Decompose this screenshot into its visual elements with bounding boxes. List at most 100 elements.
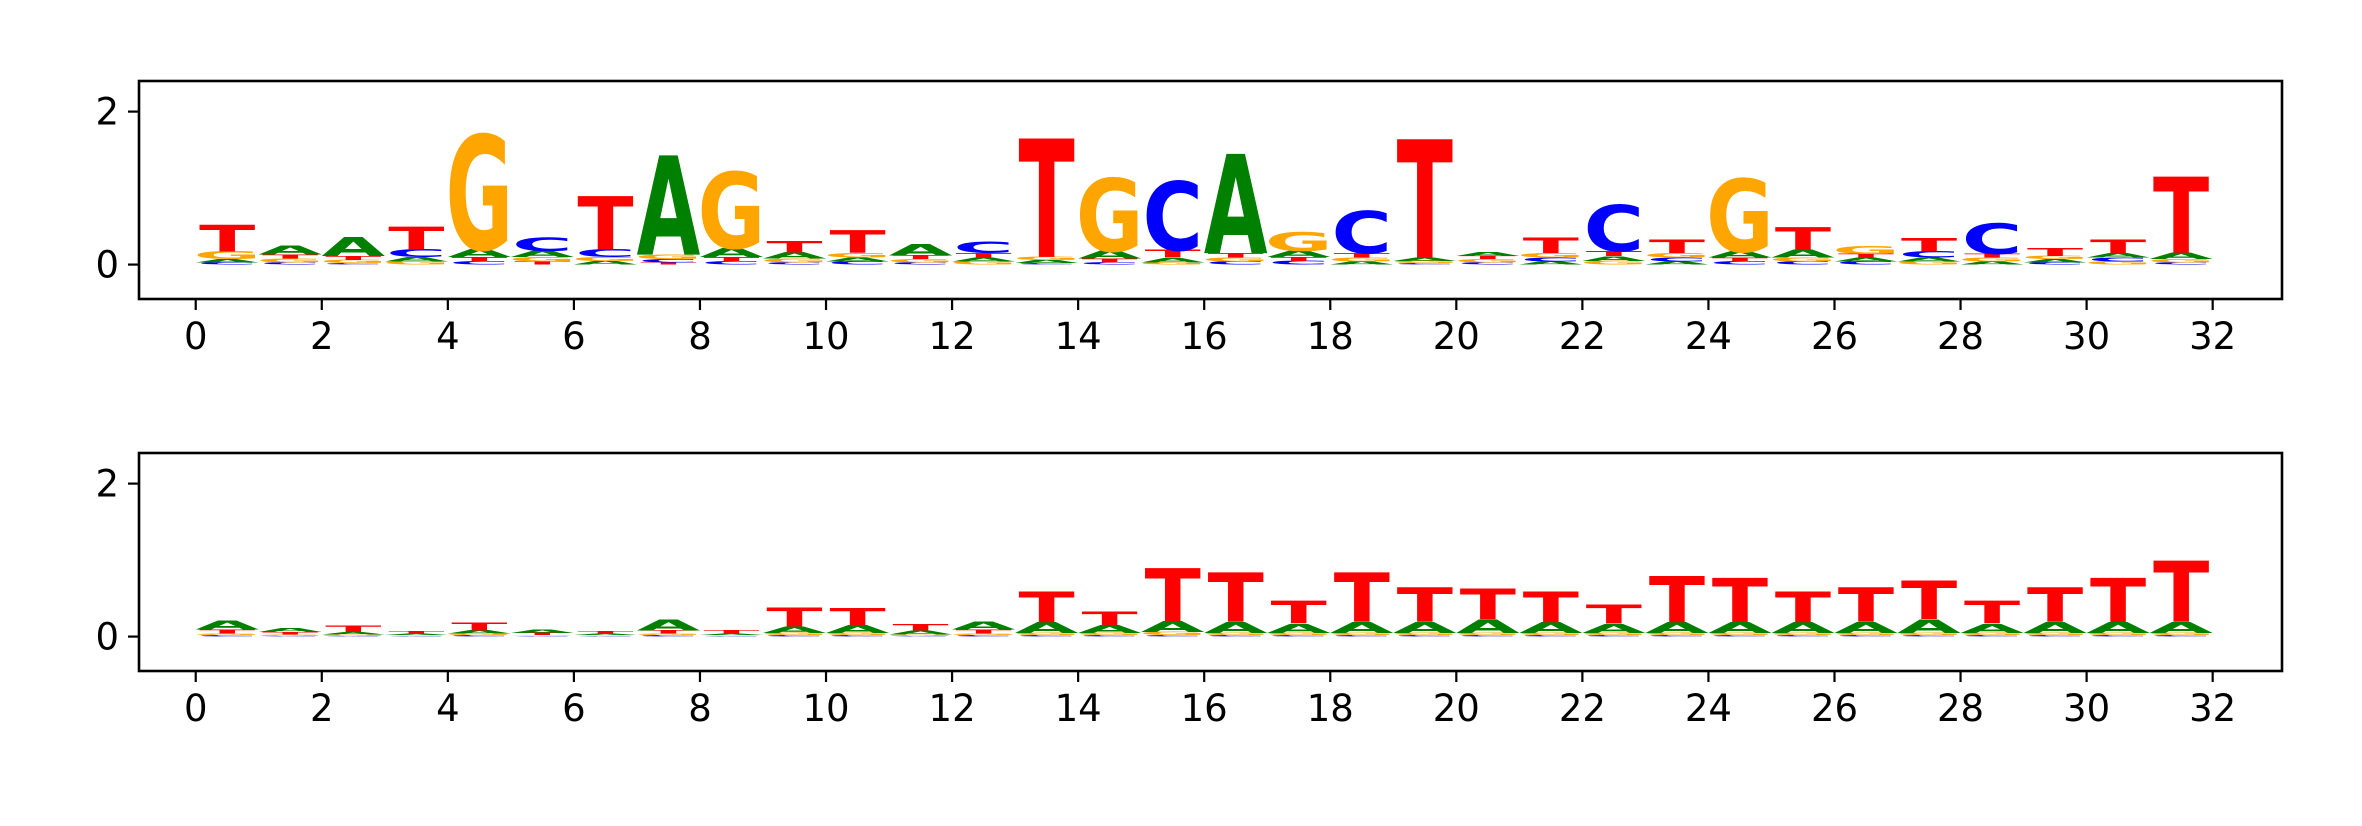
x-tick-label: 28 xyxy=(1937,315,1984,358)
x-tick-label: 18 xyxy=(1307,687,1354,730)
logo-letter-G-pos-19: G xyxy=(1391,632,1459,636)
logo-letter-A-pos-6: A xyxy=(574,633,638,635)
logo-letter-C-pos-11: C xyxy=(890,262,950,266)
x-tick-label: 32 xyxy=(2189,315,2236,358)
logo-letter-G-pos-12: G xyxy=(950,261,1018,266)
logo-letter-G-pos-10: G xyxy=(824,632,892,636)
logo-letter-A-pos-5: A xyxy=(511,629,575,634)
logo-letter-G-pos-17: G xyxy=(1265,632,1333,636)
logo-letter-T-pos-14: T xyxy=(1082,257,1138,263)
logo-letter-T-pos-3: T xyxy=(388,220,445,257)
logo-letter-A-pos-26: A xyxy=(1834,257,1898,263)
logo-letter-T-pos-22: T xyxy=(1586,600,1643,630)
logo-letter-A-pos-9: A xyxy=(763,625,827,635)
logo-letter-C-pos-13: C xyxy=(1016,263,1076,265)
logo-letter-G-pos-31: G xyxy=(2147,258,2215,263)
logo-letter-A-pos-0: A xyxy=(195,258,259,263)
logo-letter-C-pos-6: C xyxy=(575,247,635,259)
logo-letter-C-pos-19: C xyxy=(1395,635,1455,637)
logo-letter-A-pos-3: A xyxy=(384,633,448,635)
logo-letter-G-pos-11: G xyxy=(887,634,955,636)
x-tick-label: 28 xyxy=(1937,687,1984,730)
logo-letter-A-pos-2: A xyxy=(321,631,385,635)
logo-letter-A-pos-19: A xyxy=(1393,257,1457,262)
logo-letter-G-pos-8: G xyxy=(698,152,766,273)
logo-letter-C-pos-31: C xyxy=(2151,635,2211,637)
logo-letter-A-pos-25: A xyxy=(1771,248,1836,260)
x-tick-label: 8 xyxy=(688,687,712,730)
logo-letter-T-pos-12: T xyxy=(955,252,1011,259)
axes-frame xyxy=(137,79,2284,301)
logo-letter-G-pos-2: G xyxy=(320,634,388,636)
logo-letter-C-pos-4: C xyxy=(449,261,509,266)
logo-letter-G-pos-9: G xyxy=(761,632,829,636)
logo-letter-G-pos-24: G xyxy=(1706,632,1774,636)
logo-letter-T-pos-0: T xyxy=(199,218,256,261)
logo-letter-A-pos-21: A xyxy=(1519,261,1583,266)
logo-letter-C-pos-3: C xyxy=(386,247,446,259)
logo-letter-C-pos-27: C xyxy=(1899,635,1959,637)
logo-letter-G-pos-28: G xyxy=(1958,257,2026,263)
x-tick-label: 10 xyxy=(802,315,849,358)
x-tick-label: 24 xyxy=(1685,315,1732,358)
logo-letter-A-pos-6: A xyxy=(574,260,638,266)
logo-letter-C-pos-1: C xyxy=(260,262,320,266)
x-tick-label: 6 xyxy=(562,687,586,730)
logo-letter-C-pos-2: C xyxy=(323,636,383,637)
logo-letter-G-pos-16: G xyxy=(1202,632,1270,636)
logo-letter-T-pos-14: T xyxy=(1082,608,1139,630)
logo-letter-C-pos-23: C xyxy=(1647,635,1707,637)
x-tick-label: 30 xyxy=(2063,687,2110,730)
logo-letter-C-pos-10: C xyxy=(827,261,887,266)
logo-letter-C-pos-21: C xyxy=(1521,635,1581,637)
logo-letter-T-pos-5: T xyxy=(514,632,571,636)
logo-letter-A-pos-20: A xyxy=(1456,616,1520,638)
x-tick-label: 8 xyxy=(688,315,712,358)
x-tick-label: 22 xyxy=(1559,315,1606,358)
logo-letter-A-pos-29: A xyxy=(2023,619,2087,636)
logo-letter-A-pos-14: A xyxy=(1078,249,1143,261)
logo-letter-G-pos-9: G xyxy=(761,257,829,263)
logo-letter-A-pos-9: A xyxy=(763,251,827,261)
logo-letter-T-pos-15: T xyxy=(1145,248,1201,260)
x-tick-label: 26 xyxy=(1811,687,1858,730)
logo-letter-T-pos-5: T xyxy=(514,261,570,266)
x-tick-label: 24 xyxy=(1685,687,1732,730)
logo-letter-G-pos-13: G xyxy=(1013,256,1081,261)
logo-letter-A-pos-4: A xyxy=(447,630,511,635)
logo-letter-C-pos-12: C xyxy=(953,635,1013,637)
logo-letter-C-pos-19: C xyxy=(1395,263,1455,265)
x-tick-label: 6 xyxy=(562,315,586,358)
logo-letter-G-pos-4: G xyxy=(446,633,514,635)
logo-letter-G-pos-25: G xyxy=(1769,257,1837,263)
logo-letter-T-pos-31: T xyxy=(2153,157,2209,278)
logo-letter-A-pos-31: A xyxy=(2149,251,2213,261)
x-tick-label: 12 xyxy=(929,687,976,730)
logo-letter-G-pos-7: G xyxy=(635,633,703,635)
logo-letter-C-pos-16: C xyxy=(1205,261,1265,266)
x-tick-label: 14 xyxy=(1055,315,1102,358)
logo-letter-G-pos-21: G xyxy=(1517,252,1585,259)
logo-letter-A-pos-12: A xyxy=(952,620,1017,632)
logo-letter-G-pos-1: G xyxy=(256,257,324,263)
logo-letter-T-pos-1: T xyxy=(262,631,319,635)
logo-letter-C-pos-12: C xyxy=(953,239,1013,257)
x-tick-label: 20 xyxy=(1433,687,1480,730)
logo-letter-C-pos-21: C xyxy=(1521,257,1581,263)
logo-letter-T-pos-25: T xyxy=(1775,584,1832,633)
logo-letter-G-pos-5: G xyxy=(509,256,577,263)
logo-letter-G-pos-23: G xyxy=(1643,252,1711,259)
logo-letter-A-pos-13: A xyxy=(1015,259,1079,264)
logo-letter-T-pos-21: T xyxy=(1523,234,1579,258)
logo-letter-T-pos-30: T xyxy=(2090,567,2146,638)
logo-letter-G-pos-26: G xyxy=(1832,632,1900,636)
logo-letter-G-pos-13: G xyxy=(1013,632,1081,636)
logo-letter-C-pos-22: C xyxy=(1584,635,1644,637)
logo-letter-C-pos-27: C xyxy=(1899,250,1959,260)
logo-letter-C-pos-22: C xyxy=(1584,193,1644,266)
logo-letter-C-pos-5: C xyxy=(512,234,572,256)
logo-letter-G-pos-16: G xyxy=(1202,257,1270,263)
logo-letter-T-pos-27: T xyxy=(1901,235,1958,257)
logo-letter-T-pos-23: T xyxy=(1649,236,1706,258)
